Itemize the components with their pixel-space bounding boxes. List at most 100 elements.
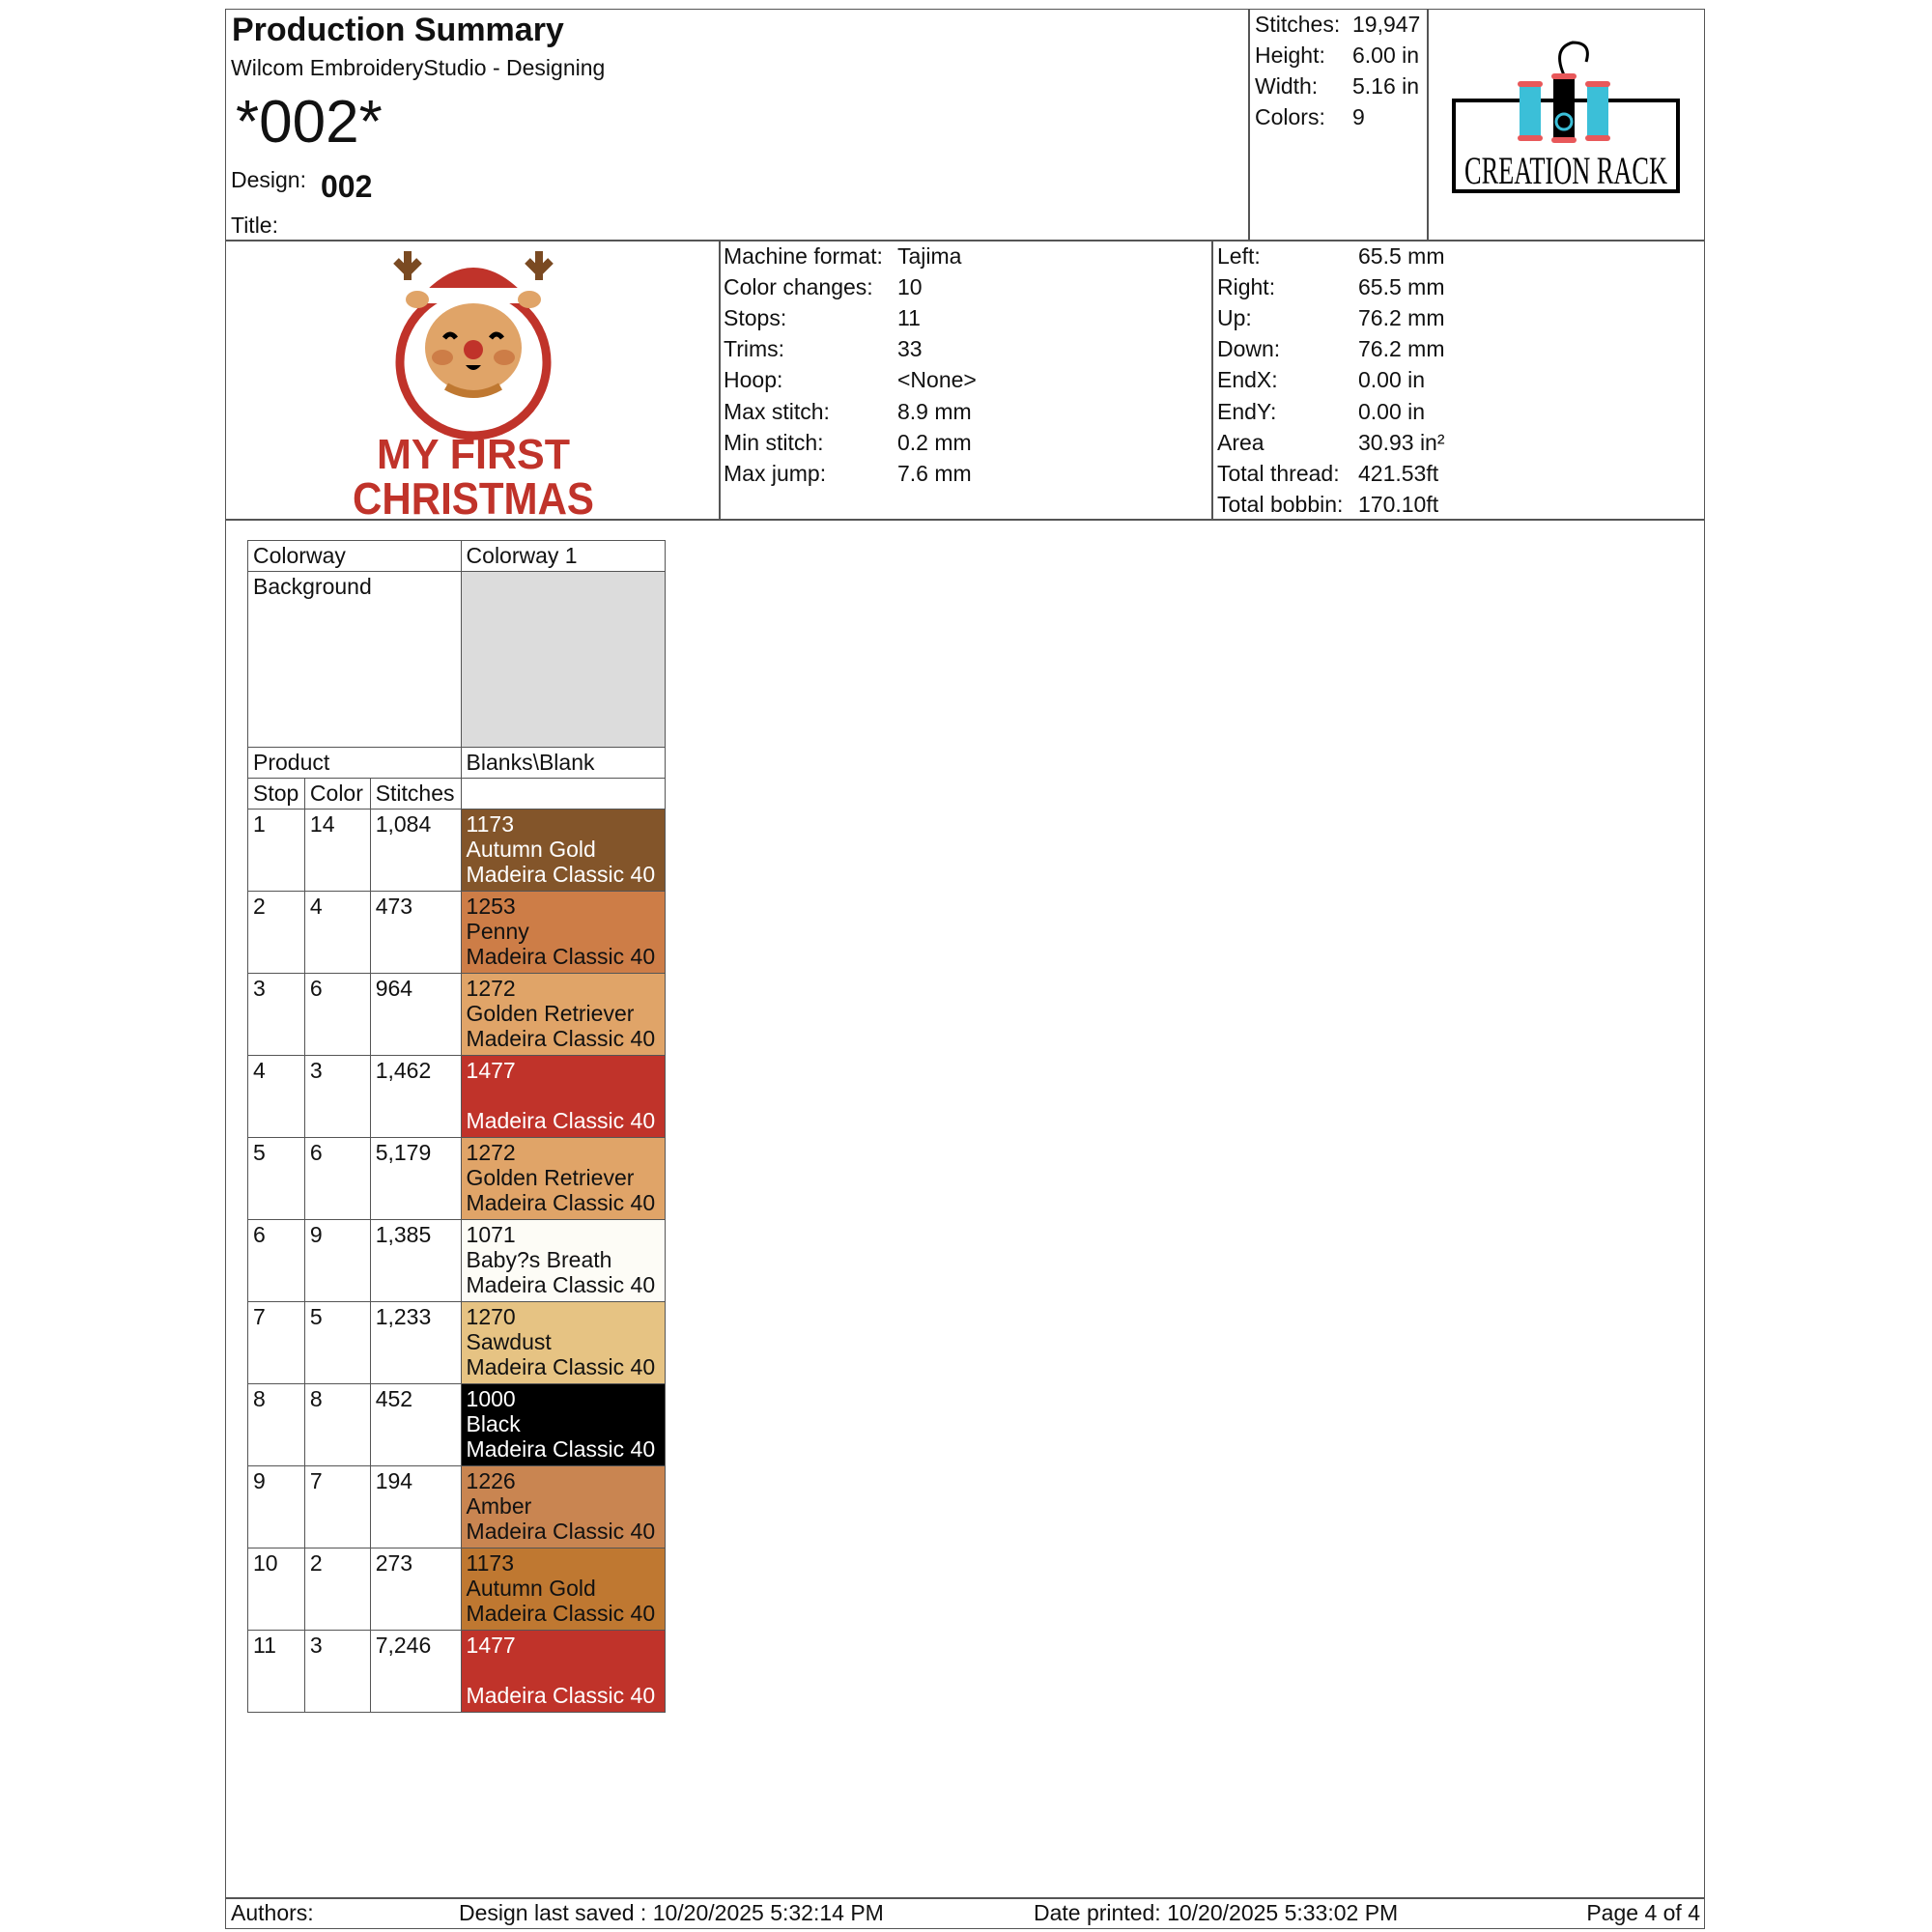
stop-stop: 8	[247, 1383, 305, 1466]
thread-name: Penny	[466, 919, 529, 944]
stop-color: 6	[303, 1137, 371, 1220]
thread-swatch: 1000 Black Madeira Classic 40	[460, 1383, 667, 1466]
thread-name: Golden Retriever	[466, 1001, 635, 1026]
thread-swatch: 1270 Sawdust Madeira Classic 40	[460, 1301, 667, 1384]
page-frame	[225, 9, 1705, 1929]
stop-color: 2	[303, 1548, 371, 1631]
thread-code: 1226	[466, 1468, 516, 1493]
thread-name: Black	[466, 1411, 521, 1436]
preview-text-line2: CHRISTMAS	[353, 473, 594, 518]
stop-stitches: 5,179	[369, 1137, 462, 1220]
thread-name: Autumn Gold	[466, 837, 596, 862]
machine-label: Max stitch:	[724, 398, 830, 424]
machine-label: Trims:	[724, 336, 785, 362]
thread-code: 1000	[466, 1386, 516, 1411]
thread-swatch: 1272 Golden Retriever Madeira Classic 40	[460, 973, 667, 1056]
thread-brand: Madeira Classic 40	[466, 1272, 656, 1297]
thread-brand: Madeira Classic 40	[466, 1601, 656, 1626]
col-stitches: Stitches	[369, 778, 462, 810]
stop-row: 8 8 452 1000 Black Madeira Classic 40	[247, 1383, 667, 1466]
col-stop: Stop	[247, 778, 305, 810]
stop-color: 14	[303, 809, 371, 892]
stop-stop: 9	[247, 1465, 305, 1548]
extents-label: EndX:	[1217, 367, 1278, 393]
stop-color: 7	[303, 1465, 371, 1548]
thread-swatch: 1477 Madeira Classic 40	[460, 1055, 667, 1138]
machine-label: Min stitch:	[724, 429, 824, 455]
summary-value: 9	[1352, 104, 1365, 129]
extents-value: 421.53ft	[1358, 460, 1439, 486]
stop-stitches: 452	[369, 1383, 462, 1466]
machine-value: <None>	[897, 367, 977, 393]
thread-code: 1173	[466, 811, 515, 837]
creation-rack-logo: CREATION RACK	[1452, 41, 1680, 193]
product-value: Blanks\Blank	[460, 747, 667, 779]
footer-printed: Date printed: 10/20/2025 5:33:02 PM	[1034, 1900, 1399, 1925]
product-label: Product	[247, 747, 462, 779]
stop-row: 7 5 1,233 1270 Sawdust Madeira Classic 40	[247, 1301, 667, 1384]
thread-name: Autumn Gold	[466, 1576, 596, 1601]
extents-label: Up:	[1217, 305, 1252, 331]
footer-authors: Authors:	[231, 1900, 314, 1925]
thread-name	[467, 1658, 660, 1683]
extents-label: Total thread:	[1217, 460, 1340, 486]
stop-row: 4 3 1,462 1477 Madeira Classic 40	[247, 1055, 667, 1138]
machine-label: Hoop:	[724, 367, 783, 393]
stop-stop: 5	[247, 1137, 305, 1220]
stop-stop: 6	[247, 1219, 305, 1302]
machine-value: 10	[897, 274, 923, 300]
stop-stitches: 1,084	[369, 809, 462, 892]
stop-row: 6 9 1,385 1071 Baby?s Breath Madeira Classic …	[247, 1219, 667, 1302]
thread-code: 1272	[466, 1140, 516, 1165]
machine-label: Machine format:	[724, 243, 883, 269]
stop-stop: 2	[247, 891, 305, 974]
stop-row: 10 2 273 1173 Autumn Gold Madeira Classic 40	[247, 1548, 667, 1631]
thread-swatch: 1253 Penny Madeira Classic 40	[460, 891, 667, 974]
summary-label: Stitches:	[1255, 12, 1341, 37]
colorway-value: Colorway 1	[460, 540, 667, 572]
machine-label: Max jump:	[724, 460, 827, 486]
thread-name: Baby?s Breath	[466, 1247, 612, 1272]
thread-swatch: 1272 Golden Retriever Madeira Classic 40	[460, 1137, 667, 1220]
stop-row: 11 3 7,246 1477 Madeira Classic 40	[247, 1630, 667, 1713]
stop-stitches: 7,246	[369, 1630, 462, 1713]
stop-row: 5 6 5,179 1272 Golden Retriever Madeira Class…	[247, 1137, 667, 1220]
thread-brand: Madeira Classic 40	[466, 862, 656, 887]
machine-value: 7.6 mm	[897, 460, 972, 486]
thread-brand: Madeira Classic 40	[466, 1026, 656, 1051]
stop-stop: 1	[247, 809, 305, 892]
summary-label: Width:	[1255, 73, 1319, 99]
preview-text-line1: MY FIRST	[377, 431, 570, 478]
design-label: Design:	[231, 167, 306, 192]
thread-code: 1477	[466, 1633, 516, 1658]
machine-value: 33	[897, 336, 923, 362]
stop-color: 9	[303, 1219, 371, 1302]
footer-saved: Design last saved : 10/20/2025 5:32:14 P…	[459, 1900, 884, 1925]
colorway-table: Colorway Colorway 1 Background Product Bla…	[247, 540, 667, 1713]
thread-name: Sawdust	[466, 1329, 552, 1354]
summary-value: 6.00 in	[1352, 43, 1420, 68]
thread-brand: Madeira Classic 40	[466, 1108, 656, 1133]
thread-brand: Madeira Classic 40	[466, 1683, 656, 1708]
thread-code: 1253	[466, 894, 516, 919]
machine-label: Stops:	[724, 305, 787, 331]
thread-brand: Madeira Classic 40	[466, 1190, 656, 1215]
stop-stitches: 473	[369, 891, 462, 974]
thread-swatch: 1477 Madeira Classic 40	[460, 1630, 667, 1713]
extents-label: Right:	[1217, 274, 1276, 300]
stop-stop: 3	[247, 973, 305, 1056]
stop-stitches: 1,233	[369, 1301, 462, 1384]
thread-swatch: 1071 Baby?s Breath Madeira Classic 40	[460, 1219, 667, 1302]
extents-value: 76.2 mm	[1358, 305, 1445, 331]
summary-value: 19,947	[1352, 12, 1421, 37]
stop-color: 4	[303, 891, 371, 974]
stop-row: 2 4 473 1253 Penny Madeira Classic 40	[247, 891, 667, 974]
thread-code: 1173	[466, 1550, 515, 1576]
stop-row: 9 7 194 1226 Amber Madeira Classic 40	[247, 1465, 667, 1548]
background-label: Background	[247, 571, 462, 748]
col-color: Color	[303, 778, 371, 810]
stop-color: 3	[303, 1055, 371, 1138]
design-preview: MY FIRST CHRISTMAS	[353, 251, 594, 518]
stop-stitches: 1,385	[369, 1219, 462, 1302]
stop-stop: 10	[247, 1548, 305, 1631]
